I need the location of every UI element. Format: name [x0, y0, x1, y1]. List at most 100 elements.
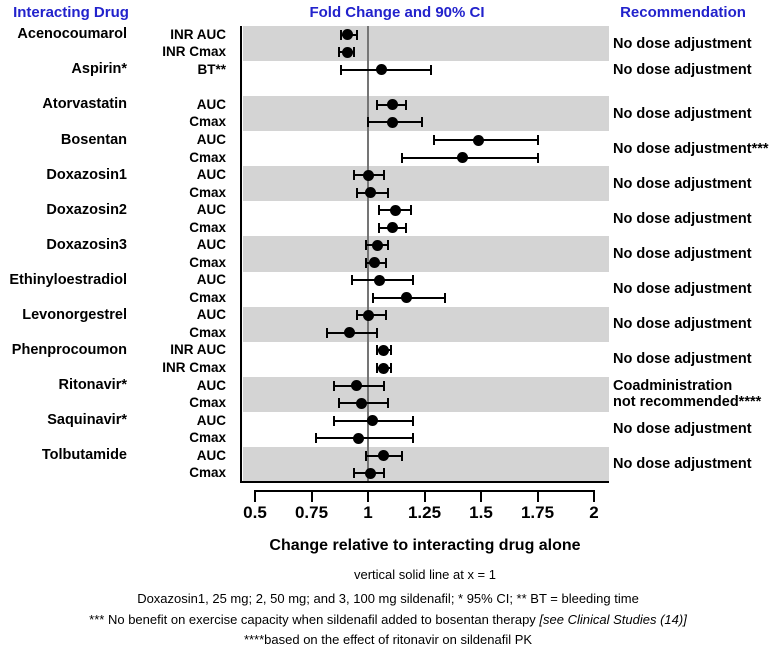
ci-cap-left	[337, 47, 340, 58]
ci-cap-right	[385, 257, 388, 268]
metric-label: INR Cmax	[162, 360, 226, 375]
ci-cap-right	[355, 29, 358, 40]
ci-cap-left	[333, 415, 336, 426]
plot-left-border	[240, 26, 242, 482]
ci-cap-left	[364, 450, 367, 461]
metric-label: AUC	[196, 202, 226, 218]
ci-cap-left	[400, 152, 403, 163]
ci-cap-right	[536, 135, 539, 145]
drug-name-label: Aspirin*	[71, 61, 127, 78]
ci-cap-right	[405, 99, 408, 110]
ci-cap-left	[339, 64, 342, 75]
point-estimate-marker	[353, 432, 365, 444]
drug-name-label: Doxazosin2	[46, 201, 127, 218]
ci-cap-right	[536, 152, 539, 163]
ci-cap-left	[367, 117, 369, 128]
point-estimate-marker	[371, 239, 383, 251]
point-estimate-marker	[355, 397, 367, 409]
footnotes: Doxazosin1, 25 mg; 2, 50 mg; and 3, 100 …	[8, 589, 768, 651]
drug-name-label: Acenocoumarol	[17, 26, 127, 43]
x-axis-tick	[310, 490, 313, 502]
ci-cap-left	[339, 29, 342, 40]
recommendation-label: No dose adjustment	[613, 246, 752, 262]
x-axis-tick-label: 1.25	[407, 503, 442, 522]
group-shading-band	[243, 166, 609, 202]
metric-label: AUC	[196, 412, 226, 428]
point-estimate-marker	[378, 362, 390, 374]
drug-name-label: Ritonavir*	[58, 377, 128, 394]
group-shading-band	[243, 26, 609, 62]
recommendation-label: No dose adjustment	[613, 105, 752, 122]
footnote-line: ****based on the effect of ritonavir on …	[8, 630, 768, 651]
drug-name-label: Saquinavir*	[47, 412, 127, 429]
point-estimate-marker	[373, 274, 385, 286]
ci-cap-right	[385, 310, 388, 321]
ci-cap-left	[376, 99, 379, 110]
metric-label: INR AUC	[170, 342, 226, 358]
recommendation-label: No dose adjustment	[613, 35, 752, 52]
group-shading-band	[243, 96, 609, 132]
ci-cap-right	[387, 398, 390, 409]
ci-bar	[433, 139, 538, 141]
metric-label: Cmax	[189, 324, 226, 340]
ci-cap-right	[389, 363, 392, 373]
drug-name-label: Atorvastatin	[42, 96, 127, 113]
footnote-italic-reference: [see Clinical Studies (14)]	[539, 611, 687, 627]
point-estimate-marker	[387, 116, 399, 128]
ci-cap-right	[421, 117, 424, 128]
metric-label: Cmax	[189, 395, 226, 411]
metric-label: Cmax	[189, 430, 226, 446]
recommendation-label: No dose adjustment	[613, 210, 752, 227]
metric-label: Cmax	[189, 254, 226, 270]
group-shading-band	[243, 306, 609, 342]
metric-label: Cmax	[189, 149, 226, 165]
metric-label: AUC	[196, 237, 226, 253]
x-axis-tick-label: 0.5	[243, 503, 267, 522]
reference-line-note: vertical solid line at x = 1	[354, 567, 496, 582]
ci-cap-left	[364, 240, 367, 251]
ci-cap-right	[405, 222, 408, 233]
group-shading-band	[243, 446, 609, 482]
point-estimate-marker	[364, 467, 376, 479]
footnote-text: ****based on the effect of ritonavir on …	[243, 632, 533, 647]
ci-cap-right	[430, 64, 433, 75]
ci-cap-right	[376, 327, 379, 338]
point-estimate-marker	[378, 450, 390, 462]
recommendation-label: No dose adjustment	[613, 175, 752, 192]
drug-name-label: Phenprocoumon	[11, 341, 127, 358]
recommendation-label: No dose adjustment	[613, 61, 752, 78]
x-axis-tick	[367, 490, 369, 502]
point-estimate-marker	[457, 152, 469, 164]
ci-cap-left	[337, 398, 340, 409]
ci-cap-left	[353, 170, 356, 181]
metric-label: Cmax	[189, 289, 226, 305]
metric-label: INR Cmax	[162, 44, 226, 60]
footnote-line: Doxazosin1, 25 mg; 2, 50 mg; and 3, 100 …	[8, 589, 768, 610]
ci-cap-right	[382, 468, 385, 479]
ci-cap-left	[376, 345, 379, 356]
ci-bar	[316, 437, 414, 440]
x-axis-tick-label: 1	[363, 503, 373, 522]
recommendation-label: No dose adjustment***	[613, 140, 769, 157]
point-estimate-marker	[344, 327, 356, 339]
ci-cap-right	[382, 380, 385, 391]
column-header-recommendation: Recommendation	[620, 4, 746, 21]
recommendation-label: No dose adjustment	[613, 421, 752, 438]
recommendation-label: No dose adjustment	[613, 281, 752, 298]
ci-cap-left	[364, 257, 367, 268]
ci-cap-left	[371, 292, 374, 303]
point-estimate-marker	[364, 187, 376, 199]
ci-cap-right	[443, 292, 446, 303]
x-axis-tick	[593, 490, 595, 502]
point-estimate-marker	[473, 134, 485, 146]
recommendation-label: No dose adjustment	[613, 456, 752, 473]
point-estimate-marker	[387, 222, 399, 234]
point-estimate-marker	[342, 46, 354, 58]
point-estimate-marker	[362, 309, 374, 321]
drug-name-label: Levonorgestrel	[22, 306, 127, 323]
footnote-text: *** No benefit on exercise capacity when…	[89, 611, 540, 627]
group-shading-band	[243, 376, 609, 412]
x-axis-tick-label: 2	[589, 503, 599, 522]
ci-cap-left	[432, 135, 435, 145]
x-axis-tick-label: 1.75	[520, 503, 555, 522]
